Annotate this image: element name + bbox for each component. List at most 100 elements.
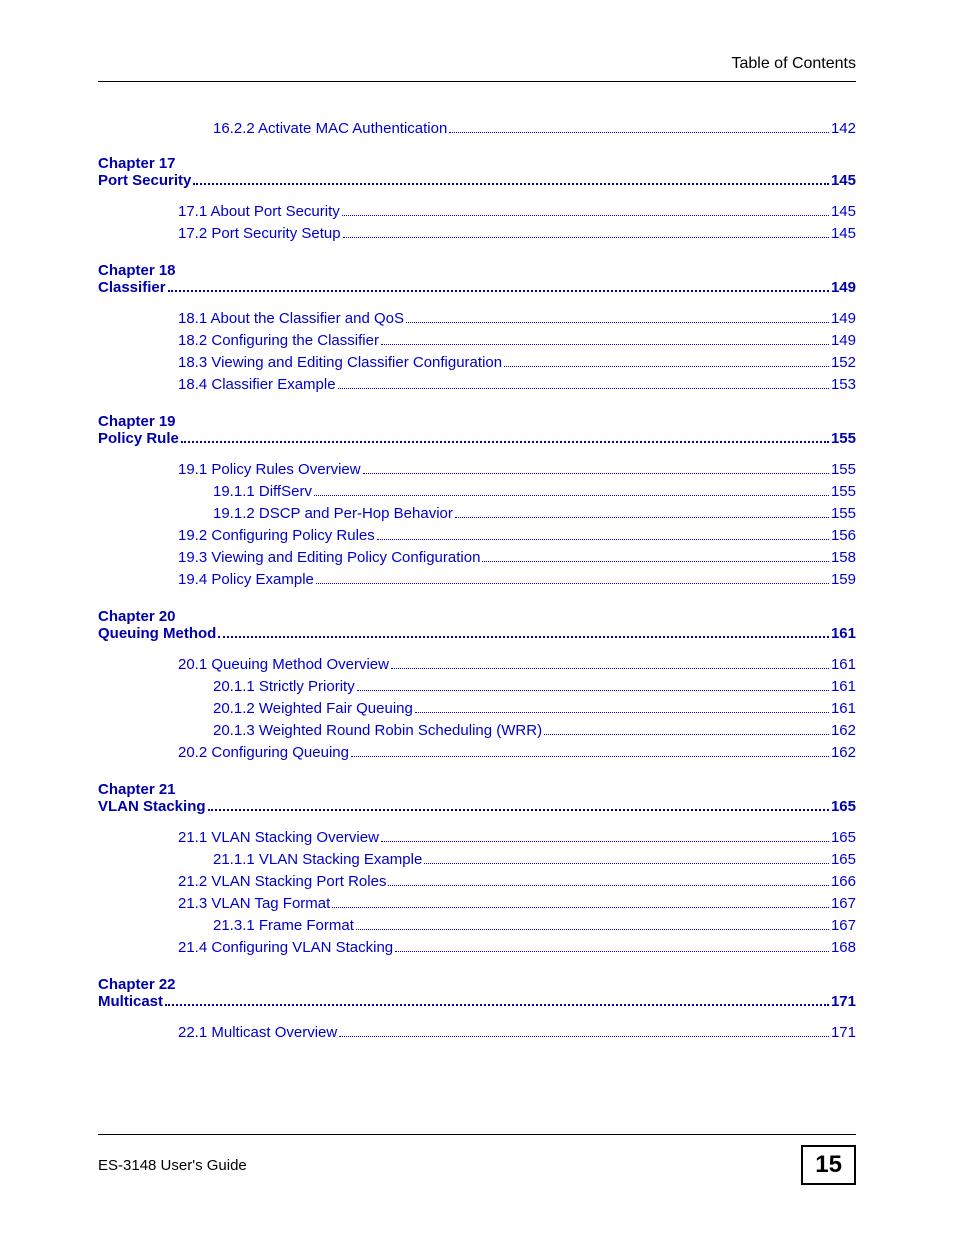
chapter-title-row[interactable]: Policy Rule 155 (98, 430, 856, 447)
toc-entry-text: 17.2 Port Security Setup (178, 225, 341, 242)
chapter-dots (165, 1004, 829, 1006)
toc-entry[interactable]: 21.3.1 Frame Format 167 (98, 917, 856, 934)
toc-entry-page: 145 (831, 203, 856, 220)
toc-entry[interactable]: 20.1.3 Weighted Round Robin Scheduling (… (98, 722, 856, 739)
toc-dots (391, 668, 829, 669)
chapter-dots (218, 636, 829, 638)
chapter-title-text: Queuing Method (98, 625, 216, 642)
toc-entry[interactable]: 19.1.1 DiffServ 155 (98, 483, 856, 500)
toc-entry-text: 18.4 Classifier Example (178, 376, 336, 393)
toc-dots (504, 366, 829, 367)
toc-entry-text: 19.1 Policy Rules Overview (178, 461, 361, 478)
chapter-label[interactable]: Chapter 20 (98, 608, 856, 625)
footer-page-number: 15 (801, 1145, 856, 1185)
toc-entry[interactable]: 18.2 Configuring the Classifier 149 (98, 332, 856, 349)
chapter-label[interactable]: Chapter 19 (98, 413, 856, 430)
chapter-title-text: Policy Rule (98, 430, 179, 447)
toc-chapter-section: Chapter 19Policy Rule 15519.1 Policy Rul… (98, 413, 856, 588)
toc-entry-text: 21.2 VLAN Stacking Port Roles (178, 873, 386, 890)
toc-entry-page: 153 (831, 376, 856, 393)
toc-entries-group: 19.1 Policy Rules Overview 15519.1.1 Dif… (98, 461, 856, 588)
toc-entries-group: 21.1 VLAN Stacking Overview 16521.1.1 VL… (98, 829, 856, 956)
chapter-title-row[interactable]: Queuing Method 161 (98, 625, 856, 642)
toc-dots (424, 863, 829, 864)
toc-dots (388, 885, 829, 886)
toc-entry-page: 168 (831, 939, 856, 956)
chapter-page: 149 (831, 279, 856, 296)
toc-dots (544, 734, 829, 735)
toc-chapter-section: Chapter 21VLAN Stacking 16521.1 VLAN Sta… (98, 781, 856, 956)
toc-entry[interactable]: 21.2 VLAN Stacking Port Roles 166 (98, 873, 856, 890)
toc-entry-page: 155 (831, 483, 856, 500)
chapter-title-row[interactable]: VLAN Stacking 165 (98, 798, 856, 815)
toc-entry-text: 19.1.1 DiffServ (213, 483, 312, 500)
toc-dots (342, 215, 829, 216)
toc-dots (377, 539, 829, 540)
toc-dots (351, 756, 829, 757)
toc-entry[interactable]: 19.4 Policy Example 159 (98, 571, 856, 588)
toc-entry-page: 156 (831, 527, 856, 544)
toc-entry[interactable]: 18.1 About the Classifier and QoS 149 (98, 310, 856, 327)
toc-entry[interactable]: 16.2.2 Activate MAC Authentication 142 (98, 120, 856, 137)
toc-dots (316, 583, 829, 584)
chapter-dots (181, 441, 829, 443)
toc-entry[interactable]: 20.1.2 Weighted Fair Queuing 161 (98, 700, 856, 717)
footer-row: ES-3148 User's Guide 15 (98, 1145, 856, 1185)
toc-entry[interactable]: 19.1 Policy Rules Overview 155 (98, 461, 856, 478)
chapter-title-row[interactable]: Classifier 149 (98, 279, 856, 296)
chapter-label[interactable]: Chapter 18 (98, 262, 856, 279)
toc-entry[interactable]: 21.4 Configuring VLAN Stacking 168 (98, 939, 856, 956)
chapter-label[interactable]: Chapter 22 (98, 976, 856, 993)
toc-dots (381, 841, 829, 842)
toc-entry[interactable]: 17.1 About Port Security 145 (98, 203, 856, 220)
toc-entry[interactable]: 20.2 Configuring Queuing 162 (98, 744, 856, 761)
toc-entry-text: 21.1 VLAN Stacking Overview (178, 829, 379, 846)
chapter-label[interactable]: Chapter 17 (98, 155, 856, 172)
chapter-title-text: VLAN Stacking (98, 798, 206, 815)
toc-entry-page: 165 (831, 829, 856, 846)
toc-chapter-section: Chapter 17Port Security 145 17.1 About Po… (98, 155, 856, 242)
toc-entry[interactable]: 19.1.2 DSCP and Per-Hop Behavior 155 (98, 505, 856, 522)
toc-entry-text: 19.1.2 DSCP and Per-Hop Behavior (213, 505, 453, 522)
toc-entry[interactable]: 20.1.1 Strictly Priority 161 (98, 678, 856, 695)
toc-entry-text: 22.1 Multicast Overview (178, 1024, 337, 1041)
toc-entry-text: 17.1 About Port Security (178, 203, 340, 220)
chapter-page: 165 (831, 798, 856, 815)
toc-entry-page: 155 (831, 461, 856, 478)
toc-entry[interactable]: 20.1 Queuing Method Overview 161 (98, 656, 856, 673)
toc-dots (363, 473, 829, 474)
toc-entry[interactable]: 18.4 Classifier Example 153 (98, 376, 856, 393)
footer-divider (98, 1134, 856, 1135)
toc-entry[interactable]: 21.3 VLAN Tag Format 167 (98, 895, 856, 912)
toc-entry-text: 18.2 Configuring the Classifier (178, 332, 379, 349)
toc-entry[interactable]: 22.1 Multicast Overview 171 (98, 1024, 856, 1041)
toc-entry-text: 21.4 Configuring VLAN Stacking (178, 939, 393, 956)
toc-dots (339, 1036, 829, 1037)
chapter-label[interactable]: Chapter 21 (98, 781, 856, 798)
chapter-page: 145 (831, 172, 856, 189)
toc-entry-text: 19.2 Configuring Policy Rules (178, 527, 375, 544)
toc-entry-page: 152 (831, 354, 856, 371)
toc-entry-page: 142 (831, 120, 856, 137)
toc-entry-page: 167 (831, 917, 856, 934)
toc-entry[interactable]: 17.2 Port Security Setup 145 (98, 225, 856, 242)
toc-entry-text: 20.1.2 Weighted Fair Queuing (213, 700, 413, 717)
toc-body: 16.2.2 Activate MAC Authentication 142 Ch… (98, 120, 856, 1041)
toc-entry[interactable]: 18.3 Viewing and Editing Classifier Conf… (98, 354, 856, 371)
toc-dots (314, 495, 829, 496)
toc-entry[interactable]: 21.1.1 VLAN Stacking Example 165 (98, 851, 856, 868)
toc-entry-text: 21.3 VLAN Tag Format (178, 895, 330, 912)
toc-entry[interactable]: 19.3 Viewing and Editing Policy Configur… (98, 549, 856, 566)
footer: ES-3148 User's Guide 15 (98, 1134, 856, 1185)
toc-entry[interactable]: 19.2 Configuring Policy Rules 156 (98, 527, 856, 544)
toc-entry-text: 18.1 About the Classifier and QoS (178, 310, 404, 327)
toc-entry-page: 165 (831, 851, 856, 868)
chapter-title-row[interactable]: Port Security 145 (98, 172, 856, 189)
chapter-page: 171 (831, 993, 856, 1010)
chapter-title-row[interactable]: Multicast 171 (98, 993, 856, 1010)
toc-entry[interactable]: 21.1 VLAN Stacking Overview 165 (98, 829, 856, 846)
toc-chapter-section: Chapter 20Queuing Method 161 20.1 Queuing… (98, 608, 856, 761)
toc-dots (482, 561, 829, 562)
toc-dots (406, 322, 829, 323)
toc-entry-text: 20.2 Configuring Queuing (178, 744, 349, 761)
